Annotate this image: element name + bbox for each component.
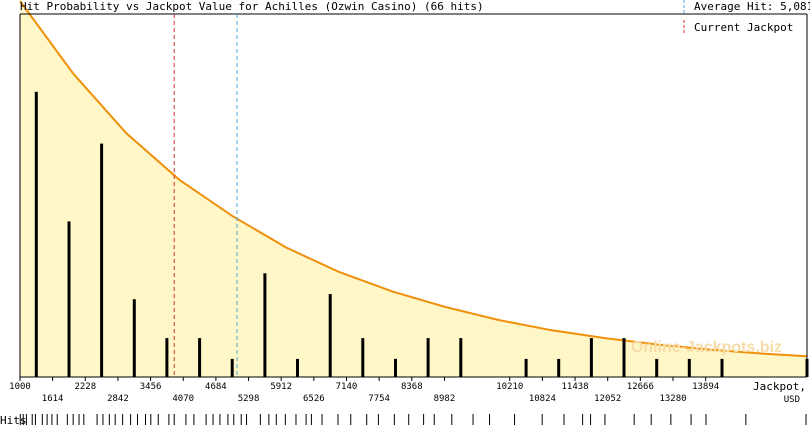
hits-label: Hits <box>0 414 27 425</box>
bar-13 <box>459 338 463 377</box>
x-tick-label-14: 10210 <box>496 382 523 392</box>
x-tick-label-15: 10824 <box>529 394 556 404</box>
x-tick-label-3: 2842 <box>107 394 129 404</box>
legend-average-label: Average Hit: 5,081 <box>694 0 810 13</box>
bar-2 <box>100 143 104 377</box>
bar-1 <box>67 221 71 377</box>
bar-18 <box>655 358 659 377</box>
bar-15 <box>557 358 561 377</box>
x-tick-label-0: 1000 <box>9 382 31 392</box>
x-tick-label-5: 4070 <box>172 394 194 404</box>
watermark: Online-Jackpots.biz <box>631 339 782 356</box>
bar-5 <box>198 338 202 377</box>
x-tick-label-6: 4684 <box>205 382 227 392</box>
bar-10 <box>361 338 365 377</box>
x-tick-label-9: 6526 <box>303 394 325 404</box>
bar-14 <box>524 358 528 377</box>
x-tick-label-11: 7754 <box>368 394 390 404</box>
x-tick-label-4: 3456 <box>140 382 162 392</box>
x-tick-label-8: 5912 <box>270 382 292 392</box>
bar-9 <box>328 294 332 377</box>
bar-4 <box>165 338 169 377</box>
legend-current-label: Current Jackpot <box>694 21 793 34</box>
bar-19 <box>687 358 691 377</box>
x-axis-unit: USD <box>784 395 800 405</box>
x-tick-label-2: 2228 <box>74 382 96 392</box>
bar-20 <box>720 358 724 377</box>
bar-11 <box>394 358 397 377</box>
x-tick-label-19: 13280 <box>659 394 686 404</box>
probability-area <box>20 1 807 377</box>
x-tick-label-7: 5298 <box>238 394 260 404</box>
bar-3 <box>132 299 136 377</box>
x-tick-label-12: 8368 <box>401 382 423 392</box>
probability-curve <box>19 0 808 358</box>
bar-6 <box>230 358 234 377</box>
bar-17 <box>622 338 626 377</box>
x-tick-label-17: 12052 <box>594 394 621 404</box>
x-tick-label-18: 12666 <box>627 382 654 392</box>
chart-title: Hit Probability vs Jackpot Value for Ach… <box>20 0 484 13</box>
x-tick-label-1: 1614 <box>42 394 64 404</box>
x-tick-label-16: 11438 <box>562 382 589 392</box>
bar-21 <box>805 358 809 377</box>
x-axis-label: Jackpot, <box>753 380 806 393</box>
x-tick-label-20: 13894 <box>692 382 719 392</box>
bar-12 <box>426 338 430 377</box>
x-tick-label-10: 7140 <box>336 382 358 392</box>
x-tick-label-13: 8982 <box>434 394 456 404</box>
bar-7 <box>263 273 267 377</box>
bar-0 <box>34 91 38 378</box>
bar-16 <box>589 338 593 377</box>
bar-8 <box>296 358 299 377</box>
